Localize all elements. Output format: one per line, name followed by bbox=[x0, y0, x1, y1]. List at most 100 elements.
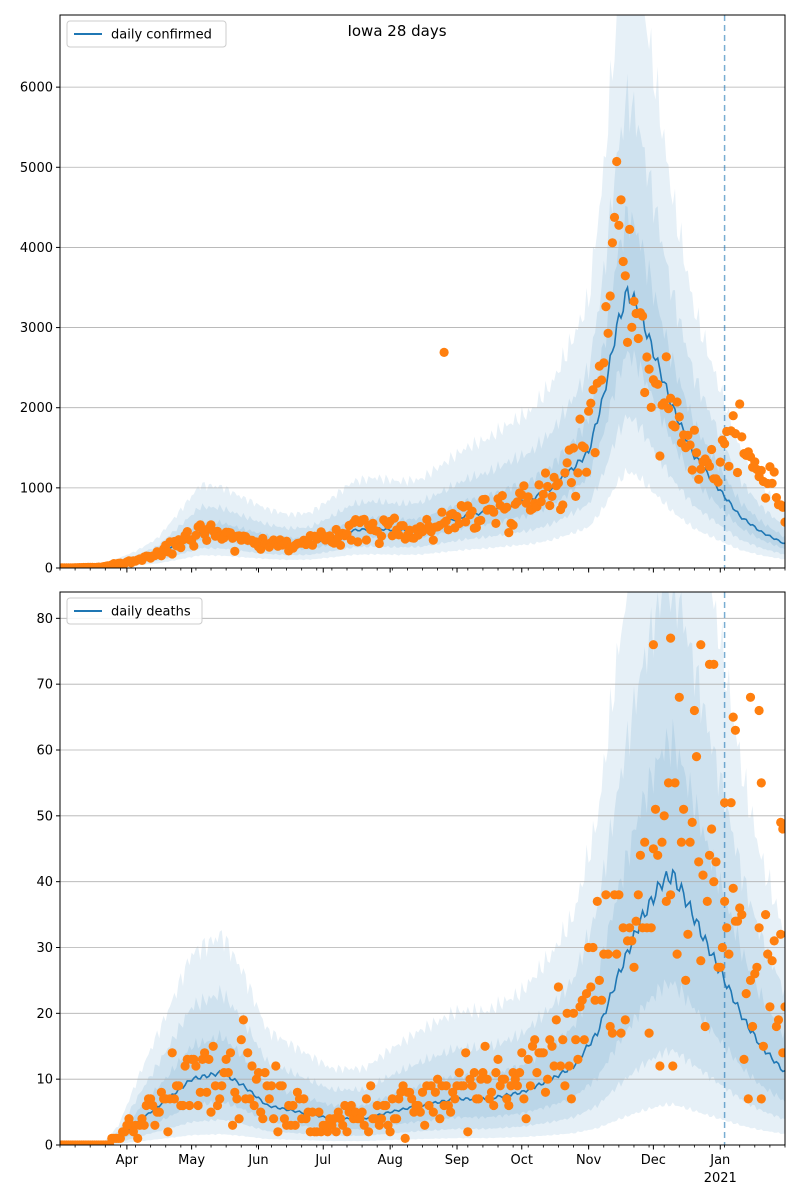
deaths-observed-point bbox=[148, 1100, 158, 1111]
deaths-observed-points bbox=[60, 633, 785, 1145]
deaths-observed-point bbox=[581, 989, 592, 999]
deaths-observed-point bbox=[290, 1120, 300, 1130]
deaths-observed-point bbox=[758, 1041, 769, 1051]
deaths-observed-point bbox=[556, 1061, 566, 1071]
deaths-observed-point bbox=[711, 857, 721, 867]
cases-observed-point bbox=[607, 238, 618, 248]
xtick-label: Aug bbox=[377, 1153, 402, 1168]
deaths-observed-point bbox=[743, 1094, 753, 1104]
deaths-observed-point bbox=[566, 1094, 577, 1104]
cases-observed-point bbox=[605, 291, 615, 301]
cases-observed-point bbox=[724, 461, 734, 471]
cases-legend-box bbox=[66, 20, 227, 48]
deaths-observed-point bbox=[512, 1081, 523, 1091]
cases-observed-point bbox=[694, 474, 704, 484]
cases-observed-point bbox=[597, 375, 607, 385]
deaths-observed-point bbox=[420, 1120, 430, 1130]
xtick-label: Nov bbox=[576, 1153, 602, 1168]
deaths-observed-point bbox=[728, 712, 738, 722]
cases-observed-point bbox=[622, 337, 633, 347]
deaths-observed-point bbox=[726, 798, 736, 808]
xtick-label: Jun bbox=[247, 1153, 268, 1168]
cases-observed-point bbox=[769, 467, 779, 477]
cases-observed-point bbox=[737, 432, 747, 442]
cases-observed-point bbox=[653, 379, 663, 389]
cases-observed-point bbox=[707, 444, 717, 455]
deaths-ytick-label: 0 bbox=[45, 1139, 53, 1154]
deaths-observed-point bbox=[553, 982, 564, 992]
cases-observed-point bbox=[756, 465, 766, 476]
xtick-label: Jul bbox=[314, 1153, 331, 1168]
deaths-observed-point bbox=[683, 929, 693, 939]
cases-observed-point bbox=[691, 448, 702, 458]
deaths-ytick-label: 50 bbox=[36, 809, 53, 824]
deaths-observed-point bbox=[340, 1100, 350, 1111]
deaths-uncertainty-bands bbox=[60, 592, 785, 1145]
deaths-observed-point bbox=[236, 1035, 246, 1045]
cases-observed-point bbox=[504, 528, 514, 538]
deaths-observed-point bbox=[174, 1081, 184, 1091]
cases-observed-point bbox=[761, 493, 771, 503]
deaths-observed-point bbox=[588, 942, 598, 953]
cases-observed-point bbox=[553, 478, 564, 488]
cases-observed-point bbox=[612, 156, 622, 167]
deaths-observed-point bbox=[558, 1035, 568, 1045]
deaths-observed-point bbox=[730, 725, 741, 735]
deaths-observed-point bbox=[208, 1041, 218, 1051]
deaths-observed-point bbox=[676, 837, 687, 847]
deaths-observed-point bbox=[364, 1127, 374, 1137]
deaths-observed-point bbox=[499, 1074, 510, 1084]
deaths-observed-point bbox=[215, 1094, 225, 1104]
deaths-observed-point bbox=[773, 1015, 784, 1025]
deaths-observed-point bbox=[594, 975, 605, 986]
deaths-observed-point bbox=[653, 850, 663, 860]
deaths-observed-point bbox=[223, 1068, 233, 1078]
deaths-observed-point bbox=[493, 1054, 503, 1064]
deaths-observed-point bbox=[659, 811, 669, 821]
deaths-observed-point bbox=[590, 995, 600, 1005]
deaths-observed-point bbox=[314, 1107, 324, 1117]
deaths-observed-point bbox=[698, 870, 708, 880]
cases-observed-point bbox=[538, 489, 548, 499]
deaths-legend-label: daily deaths bbox=[111, 605, 191, 620]
deaths-observed-point bbox=[361, 1094, 371, 1104]
deaths-observed-point bbox=[722, 923, 732, 933]
cases-observed-point bbox=[502, 502, 512, 512]
deaths-observed-point bbox=[592, 896, 602, 907]
deaths-observed-point bbox=[530, 1035, 540, 1045]
deaths-observed-point bbox=[478, 1068, 488, 1078]
deaths-observed-point bbox=[184, 1100, 195, 1111]
cases-observed-point bbox=[579, 443, 589, 453]
deaths-observed-point bbox=[646, 923, 656, 933]
deaths-observed-point bbox=[627, 936, 637, 946]
cases-observed-point bbox=[713, 477, 723, 487]
deaths-observed-point bbox=[538, 1048, 548, 1058]
cases-observed-point bbox=[452, 511, 462, 522]
deaths-observed-point bbox=[717, 942, 728, 953]
cases-observed-point bbox=[646, 402, 656, 412]
deaths-observed-point bbox=[424, 1100, 434, 1111]
deaths-observed-point bbox=[663, 778, 674, 788]
deaths-observed-point bbox=[607, 1028, 618, 1038]
cases-observed-point bbox=[167, 549, 177, 559]
deaths-observed-point bbox=[299, 1094, 309, 1104]
cases-observed-point bbox=[439, 347, 449, 357]
cases-ytick-label: 1000 bbox=[20, 481, 53, 496]
deaths-observed-point bbox=[644, 1028, 654, 1038]
deaths-observed-point bbox=[234, 1114, 244, 1124]
deaths-observed-point bbox=[674, 692, 684, 702]
cases-observed-point bbox=[191, 530, 201, 540]
deaths-observed-point bbox=[167, 1048, 177, 1058]
deaths-observed-point bbox=[763, 949, 773, 959]
deaths-observed-point bbox=[603, 949, 613, 959]
cases-observed-point bbox=[489, 507, 499, 517]
deaths-observed-point bbox=[650, 804, 661, 814]
cases-observed-point bbox=[536, 497, 546, 507]
cases-observed-point bbox=[599, 358, 609, 368]
cases-observed-point bbox=[545, 500, 555, 511]
cases-observed-point bbox=[735, 399, 745, 409]
cases-observed-point bbox=[683, 430, 693, 440]
deaths-observed-point bbox=[269, 1114, 279, 1124]
deaths-observed-point bbox=[273, 1127, 283, 1137]
deaths-observed-point bbox=[346, 1100, 356, 1111]
